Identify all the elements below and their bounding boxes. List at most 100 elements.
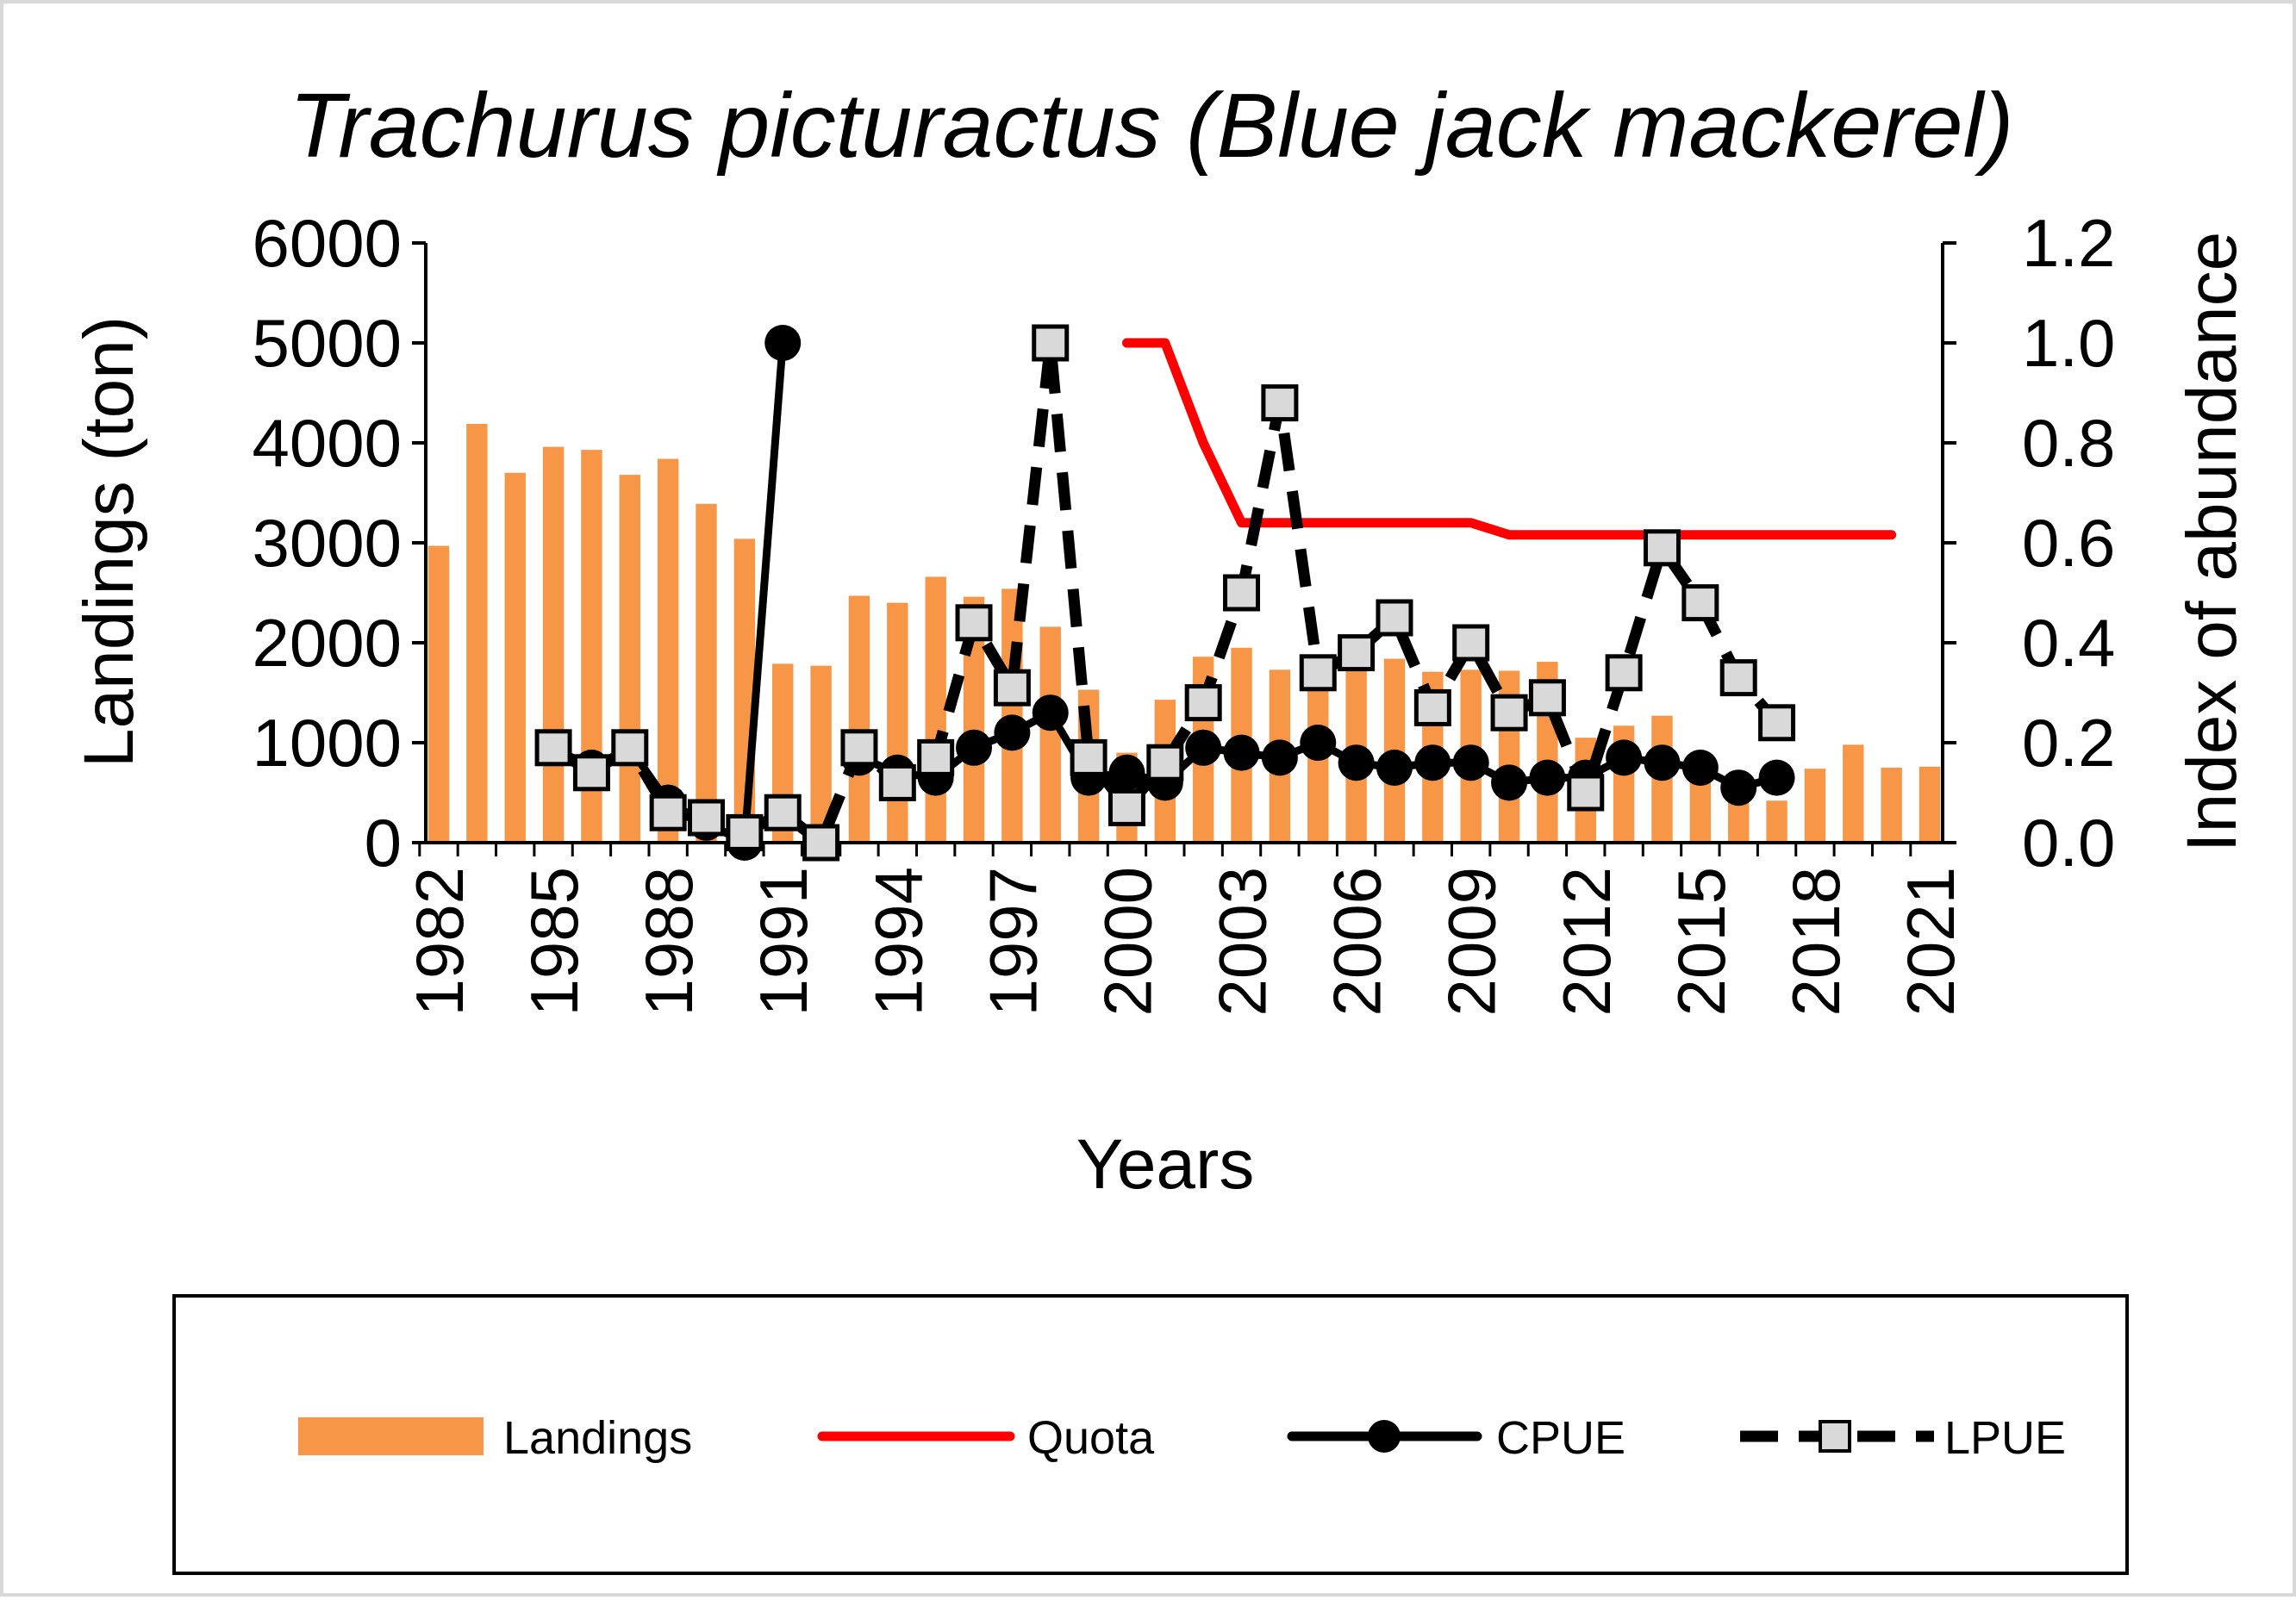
cpue-point xyxy=(764,325,802,361)
cpue-point xyxy=(1223,734,1260,771)
landings-bar xyxy=(925,576,946,843)
cpue-point xyxy=(1644,744,1681,781)
cpue-point xyxy=(1032,694,1069,732)
lpue-point xyxy=(1184,684,1222,722)
y2-axis-label: Index of abundance xyxy=(2173,232,2251,852)
y-tick-label: 6000 xyxy=(252,205,402,281)
landings-bar xyxy=(887,602,908,843)
lpue-point xyxy=(1070,738,1107,776)
cpue-point xyxy=(1452,744,1489,781)
chart-svg: Trachurus picturactus (Blue jack mackere… xyxy=(70,75,2251,1575)
lpue-point xyxy=(1452,624,1490,662)
lpue-point xyxy=(1681,584,1719,622)
lpue-point xyxy=(993,669,1031,707)
cpue-point xyxy=(1376,750,1413,786)
landings-bar xyxy=(1766,800,1788,843)
y2-tick-label: 0.2 xyxy=(2022,705,2115,781)
lpue-point xyxy=(534,729,572,767)
cpue-point xyxy=(1758,759,1795,796)
lpue-point xyxy=(1146,744,1184,781)
lpue-point xyxy=(726,813,764,851)
lpue-point xyxy=(1719,659,1757,697)
y2-tick-label: 0.4 xyxy=(2022,605,2115,681)
lpue-point xyxy=(1107,788,1145,826)
legend-label-lpue: LPUE xyxy=(1944,1412,2066,1464)
x-tick-label: 2009 xyxy=(1434,867,1510,1017)
y2-tick-label: 0.0 xyxy=(2022,805,2115,881)
legend-label-quota: Quota xyxy=(1027,1412,1155,1464)
cpue-point xyxy=(1529,759,1566,796)
landings-bar xyxy=(696,503,717,843)
y2-tick-label: 0.6 xyxy=(2022,505,2115,581)
lpue-point xyxy=(572,754,610,792)
cpue-point xyxy=(1300,725,1337,761)
landings-bar xyxy=(1919,766,1941,843)
lpue-point xyxy=(878,763,916,801)
cpue-point xyxy=(994,714,1031,751)
cpue-point xyxy=(1720,769,1757,806)
cpue-point xyxy=(1606,739,1643,776)
cpue-point xyxy=(1261,739,1298,776)
lpue-point xyxy=(649,794,687,831)
landings-bar xyxy=(657,458,679,843)
lpue-point xyxy=(917,738,955,776)
lpue-point xyxy=(1223,574,1261,612)
y-tick-label: 2000 xyxy=(252,605,402,681)
x-tick-label: 1985 xyxy=(516,867,592,1017)
landings-bar xyxy=(504,472,526,843)
cpue-point xyxy=(956,729,993,766)
x-tick-label: 2018 xyxy=(1778,867,1854,1017)
lpue-point xyxy=(840,729,878,767)
lpue-point xyxy=(1643,529,1681,567)
landings-bar xyxy=(1881,768,1902,843)
cpue-point xyxy=(1108,754,1145,791)
lpue-point xyxy=(1376,599,1413,637)
x-tick-label: 2012 xyxy=(1549,867,1625,1017)
x-tick-label: 1997 xyxy=(975,867,1051,1017)
lpue-point xyxy=(1032,324,1070,362)
x-tick-label: 1982 xyxy=(402,867,477,1017)
x-tick-label: 2006 xyxy=(1320,867,1395,1017)
series-lines xyxy=(534,324,1897,862)
legend-swatch-landings xyxy=(298,1417,484,1455)
lpue-point xyxy=(688,799,726,837)
lpue-point xyxy=(1261,384,1299,422)
landings-bar xyxy=(619,475,640,843)
x-tick-label: 1991 xyxy=(746,867,821,1017)
cpue-point xyxy=(1491,764,1528,801)
chart-title: Trachurus picturactus (Blue jack mackere… xyxy=(290,75,2014,177)
y2-tick-label: 1.2 xyxy=(2022,205,2115,281)
y-tick-label: 5000 xyxy=(252,305,402,381)
landings-bar xyxy=(1804,769,1826,843)
lpue-point xyxy=(1567,774,1605,812)
landings-bar xyxy=(542,446,565,843)
lpue-point xyxy=(1605,654,1643,692)
lpue-point xyxy=(1413,688,1451,726)
x-tick-label: 1994 xyxy=(860,867,936,1017)
lpue-point xyxy=(1338,634,1376,672)
landings-bar xyxy=(1843,744,1864,843)
landings-bar xyxy=(466,423,488,843)
lpue-point xyxy=(764,794,802,831)
x-tick-label: 1988 xyxy=(631,867,707,1017)
y-tick-label: 1000 xyxy=(252,705,402,781)
y-tick-label: 4000 xyxy=(252,405,402,481)
lpue-point xyxy=(1490,694,1528,732)
cpue-point xyxy=(1185,729,1222,766)
y-tick-label: 0 xyxy=(365,805,402,881)
x-axis-label: Years xyxy=(1076,1125,1255,1204)
y2-tick-label: 0.8 xyxy=(2022,405,2115,481)
legend-marker-lpue xyxy=(1819,1420,1851,1453)
y-axis-label: Landings (ton) xyxy=(70,316,148,768)
legend-items: Landings Quota CPUE LPUE xyxy=(298,1412,2066,1464)
quota-line xyxy=(1121,338,1897,540)
legend-label-cpue: CPUE xyxy=(1496,1412,1625,1464)
cpue-point xyxy=(1338,744,1375,781)
x-tick-label: 2015 xyxy=(1663,867,1739,1017)
x-tick-label: 2000 xyxy=(1089,867,1165,1017)
cpue-point xyxy=(1681,750,1719,786)
y2-tick-label: 1.0 xyxy=(2022,305,2115,381)
landings-bar xyxy=(1039,626,1061,843)
x-tick-label: 2021 xyxy=(1893,867,1968,1017)
